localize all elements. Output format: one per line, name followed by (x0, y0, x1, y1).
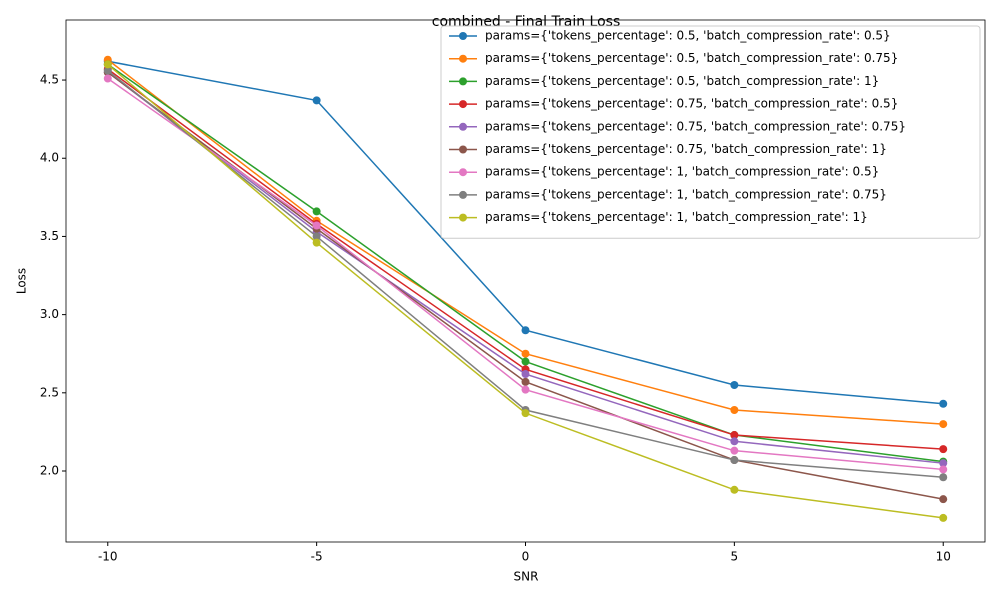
point (939, 420, 948, 429)
legend-box (440, 25, 981, 239)
point (521, 326, 530, 335)
point (730, 431, 739, 440)
y-tick-label: 2.0 (40, 464, 59, 478)
point (521, 377, 530, 386)
x-tick-label: 10 (936, 550, 951, 564)
x-axis-label: SNR (514, 570, 539, 584)
point (939, 465, 948, 474)
point (521, 357, 530, 366)
legend-marker (459, 77, 467, 86)
legend: params={'tokens_percentage': 0.5, 'batch… (440, 25, 981, 239)
legend-label: params={'tokens_percentage': 0.5, 'batch… (485, 29, 891, 43)
point (939, 459, 948, 468)
point (939, 473, 948, 482)
point (312, 232, 321, 241)
legend-label: params={'tokens_percentage': 1, 'batch_c… (485, 210, 868, 224)
point (521, 409, 530, 418)
legend-label: params={'tokens_percentage': 0.5, 'batch… (485, 74, 879, 88)
point (521, 349, 530, 358)
legend-label: params={'tokens_percentage': 0.5, 'batch… (485, 51, 898, 65)
point (312, 238, 321, 247)
y-tick-label: 4.0 (40, 151, 59, 165)
point (521, 385, 530, 394)
legend-label: params={'tokens_percentage': 0.75, 'batc… (485, 97, 898, 111)
plot-frame (65, 19, 986, 543)
x-tick-label: -5 (311, 550, 323, 564)
point (103, 66, 112, 75)
y-tick-label: 3.5 (40, 229, 59, 243)
legend-marker (459, 32, 467, 40)
legend-marker (459, 100, 467, 109)
legend-marker (459, 213, 467, 222)
point (312, 96, 321, 105)
legend-marker (459, 54, 467, 63)
point (939, 445, 948, 454)
point (521, 370, 530, 379)
legend-label: params={'tokens_percentage': 0.75, 'batc… (485, 119, 906, 133)
legend-marker (459, 122, 467, 131)
x-tick-label: 0 (522, 550, 530, 564)
point (730, 456, 739, 465)
point (730, 485, 739, 494)
point (103, 60, 112, 69)
y-axis-label: Loss (15, 268, 29, 294)
legend-label: params={'tokens_percentage': 1, 'batch_c… (485, 165, 879, 179)
legend-label: params={'tokens_percentage': 1, 'batch_c… (485, 187, 887, 201)
point (103, 74, 112, 83)
point (312, 221, 321, 230)
legend-label: params={'tokens_percentage': 0.75, 'batc… (485, 142, 887, 156)
point (939, 399, 948, 408)
legend-marker (459, 190, 467, 199)
point (939, 495, 948, 504)
point (730, 437, 739, 446)
legend-marker (459, 145, 467, 154)
point (939, 513, 948, 522)
point (730, 380, 739, 389)
y-tick-label: 4.5 (40, 73, 59, 87)
point (312, 207, 321, 216)
y-tick-label: 3.0 (40, 307, 59, 321)
y-tick-label: 2.5 (40, 385, 59, 399)
point (730, 406, 739, 415)
x-tick-label: -10 (98, 550, 118, 564)
legend-marker (459, 168, 467, 177)
point (730, 446, 739, 455)
x-tick-label: 5 (731, 550, 739, 564)
